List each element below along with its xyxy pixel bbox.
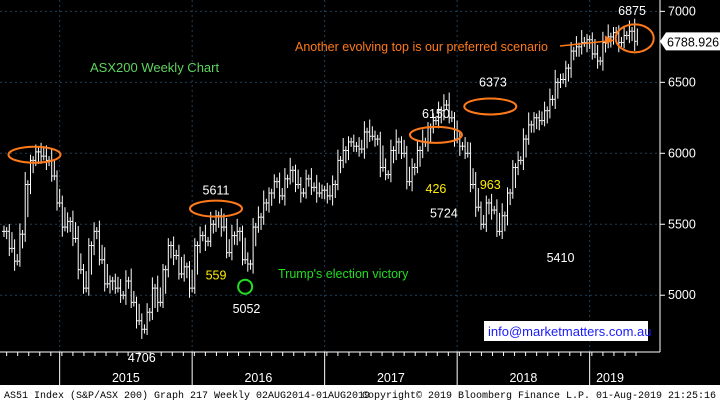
peak-label: 6875 xyxy=(618,4,646,18)
axes: 5000 5500 6000 6500 7000 6788.926 2015 2016 2017… xyxy=(0,0,720,385)
rise-label: 426 xyxy=(426,182,447,196)
election-marker xyxy=(237,278,254,295)
footer-bar xyxy=(0,385,720,403)
rise-label: 963 xyxy=(480,178,501,192)
top-ellipse xyxy=(614,23,655,54)
scenario-annotation: Another evolving top is our preferred sc… xyxy=(295,40,548,54)
footer-right: Copyright© 2019 Bloomberg Finance L.P. 0… xyxy=(362,390,716,402)
x-tick-label: 2017 xyxy=(377,371,405,385)
top-ellipse xyxy=(463,97,518,116)
y-tick-label: 5500 xyxy=(668,217,696,231)
chart-title: ASX200 Weekly Chart xyxy=(90,60,219,75)
website-box xyxy=(484,321,648,341)
y-tick-label: 7000 xyxy=(668,4,696,18)
y-tick-label: 5000 xyxy=(668,288,696,302)
top-ellipse xyxy=(189,199,243,218)
x-tick-label: 2015 xyxy=(112,371,140,385)
arrow-head xyxy=(604,35,614,45)
rise-label: 559 xyxy=(206,269,227,283)
y-tick-label: 6500 xyxy=(668,75,696,89)
trump-annotation: Trump's election victory xyxy=(278,267,409,281)
x-tick-label: 2016 xyxy=(244,371,272,385)
trough-label: 4706 xyxy=(128,351,156,365)
top-ellipse xyxy=(408,125,463,144)
x-tick-label: 2018 xyxy=(509,371,537,385)
peak-label: 6373 xyxy=(479,75,507,89)
grid-lines xyxy=(0,0,660,352)
footer-left: AS51 Index (S&P/ASX 200) Graph 217 Weekl… xyxy=(4,390,370,402)
website-link[interactable]: info@marketmatters.com.au xyxy=(488,324,651,339)
y-tick-label: 6000 xyxy=(668,146,696,160)
x-tick-label: 2019 xyxy=(596,371,624,385)
top-ellipse xyxy=(7,145,62,164)
trough-label: 5410 xyxy=(547,251,575,265)
last-value-label: 6788.926 xyxy=(667,35,719,49)
annotation-overlay: 5611 6150 6373 6875 4706 5052 5724 5410 559 426 96… xyxy=(7,4,655,365)
trough-label: 5724 xyxy=(430,206,458,220)
last-value-flag xyxy=(660,32,720,51)
peak-label: 6150 xyxy=(422,107,450,121)
annotation-arrow xyxy=(559,39,614,47)
trough-label: 5052 xyxy=(233,302,261,316)
peak-label: 5611 xyxy=(203,184,230,198)
